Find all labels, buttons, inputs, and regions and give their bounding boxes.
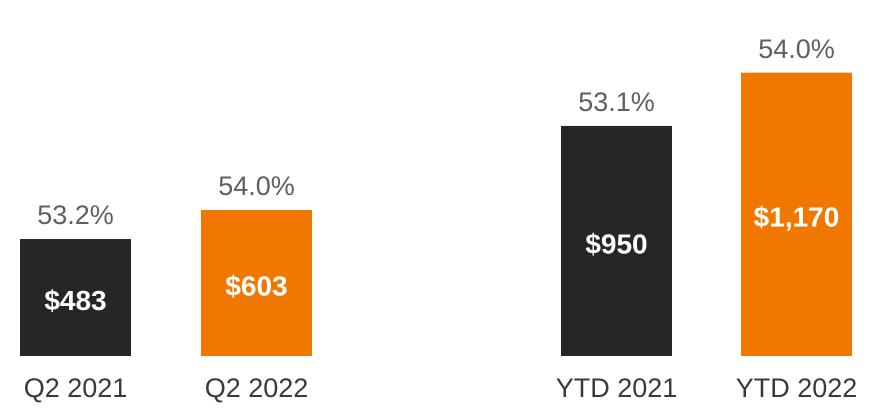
- value-label: $483: [44, 285, 106, 316]
- bar: [561, 125, 672, 356]
- value-label: $950: [585, 228, 647, 259]
- bar: [201, 209, 312, 356]
- value-label: $603: [225, 270, 287, 301]
- bar: [741, 72, 852, 356]
- value-label: $1,170: [754, 202, 840, 233]
- margin-label: 53.1%: [578, 87, 655, 117]
- x-tick-label: Q2 2022: [205, 373, 309, 403]
- margin-label: 53.2%: [37, 200, 114, 230]
- margin-label: 54.0%: [218, 171, 295, 201]
- x-tick-label: YTD 2022: [736, 373, 858, 403]
- margin-label: 54.0%: [758, 34, 835, 64]
- bar: [20, 239, 131, 356]
- x-tick-label: Q2 2021: [24, 373, 128, 403]
- x-tick-label: YTD 2021: [556, 373, 678, 403]
